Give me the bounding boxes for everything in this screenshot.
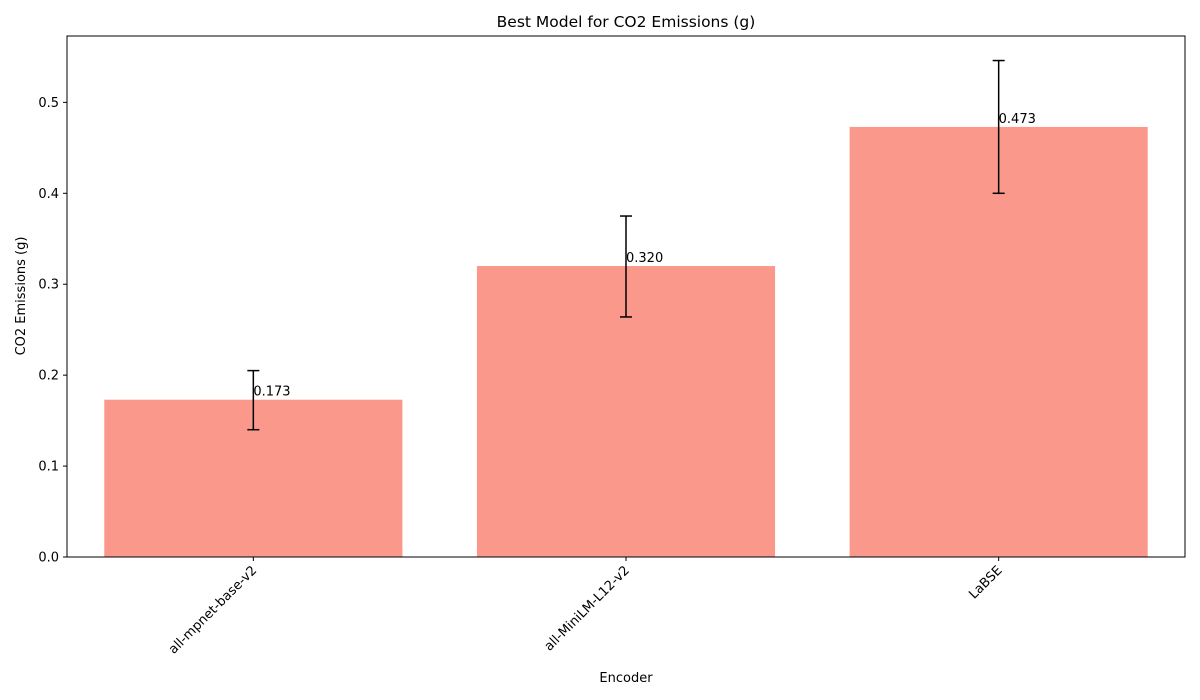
y-tick-label-2: 0.2 — [38, 369, 59, 384]
y-tick-label-1: 0.1 — [38, 460, 59, 475]
x-tick-label-0: all-mpnet-base-v2 — [166, 563, 260, 657]
plot-area: 0.173 0.320 0.473 0.0 0.1 0.2 0.3 0.4 0.5 all-mpn… — [38, 35, 1186, 657]
x-tick-label-2: LaBSE — [966, 563, 1005, 602]
y-tick-label-0: 0.0 — [38, 551, 59, 566]
bar-2 — [849, 126, 1148, 557]
y-tick-label-5: 0.5 — [38, 96, 59, 111]
y-axis-label: CO2 Emissions (g) — [14, 237, 29, 356]
y-tick-label-3: 0.3 — [38, 278, 59, 293]
data-label-0: 0.173 — [253, 385, 290, 400]
data-label-2: 0.473 — [999, 112, 1036, 127]
data-label-1: 0.320 — [626, 251, 663, 266]
x-tick-label-1: all-MiniLM-L12-v2 — [542, 563, 633, 654]
chart-title: Best Model for CO2 Emissions (g) — [497, 13, 756, 31]
x-axis-label: Encoder — [599, 671, 653, 686]
y-tick-label-4: 0.4 — [38, 187, 59, 202]
